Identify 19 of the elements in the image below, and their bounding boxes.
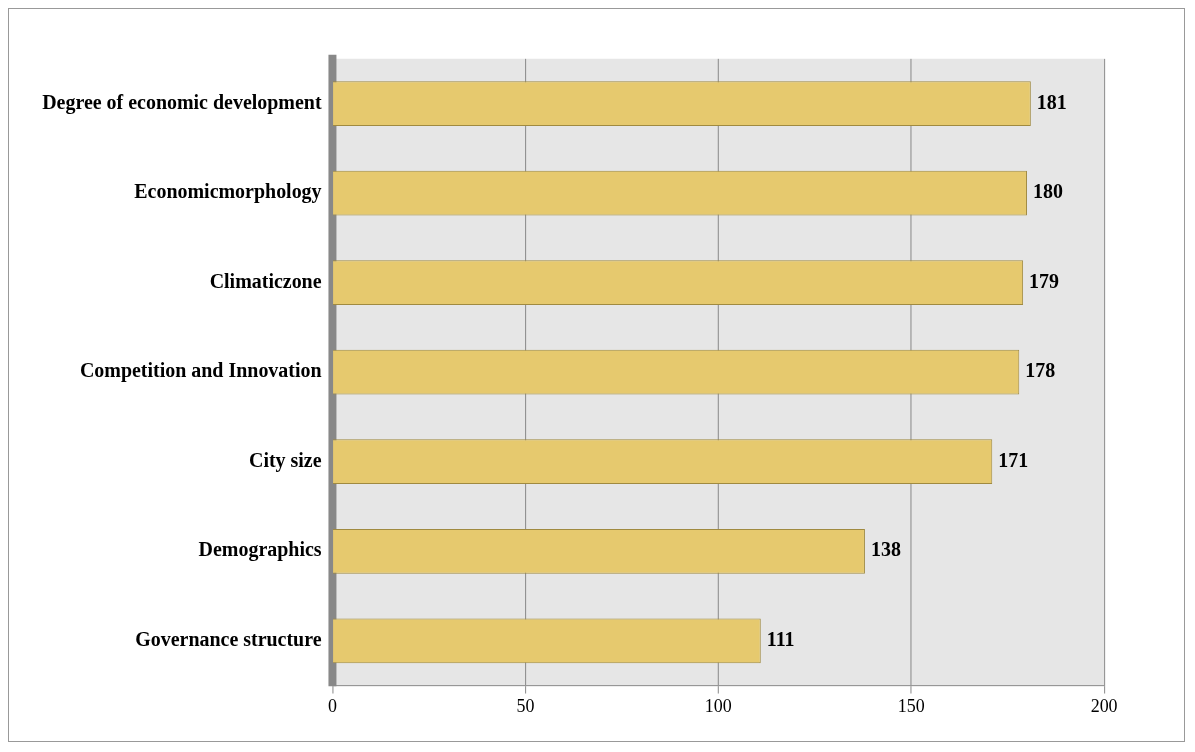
x-tick-label: 150	[897, 696, 925, 717]
data-label: 138	[870, 538, 901, 561]
data-label: 181	[1036, 90, 1067, 113]
data-label: 180	[1032, 180, 1063, 203]
y-tick-label: Governance structure	[135, 627, 322, 650]
x-tick-label: 100	[704, 696, 732, 717]
data-label: 179	[1029, 269, 1060, 292]
y-tick-label: Economicmorphology	[134, 180, 322, 204]
y-tick-label: Competition and Innovation	[79, 359, 322, 383]
x-tick-label: 200	[1090, 696, 1118, 717]
data-label: 111	[766, 627, 795, 650]
x-tick-label: 50	[516, 696, 535, 717]
y-tick-label: Demographics	[198, 538, 322, 562]
y-tick-label: Climaticzone	[209, 269, 322, 292]
y-tick-label: Degree of economic development	[42, 90, 322, 114]
data-label: 171	[998, 448, 1029, 471]
data-label: 178	[1025, 359, 1056, 382]
x-tick-label: 0	[328, 696, 338, 717]
y-tick-label: City size	[249, 448, 322, 472]
